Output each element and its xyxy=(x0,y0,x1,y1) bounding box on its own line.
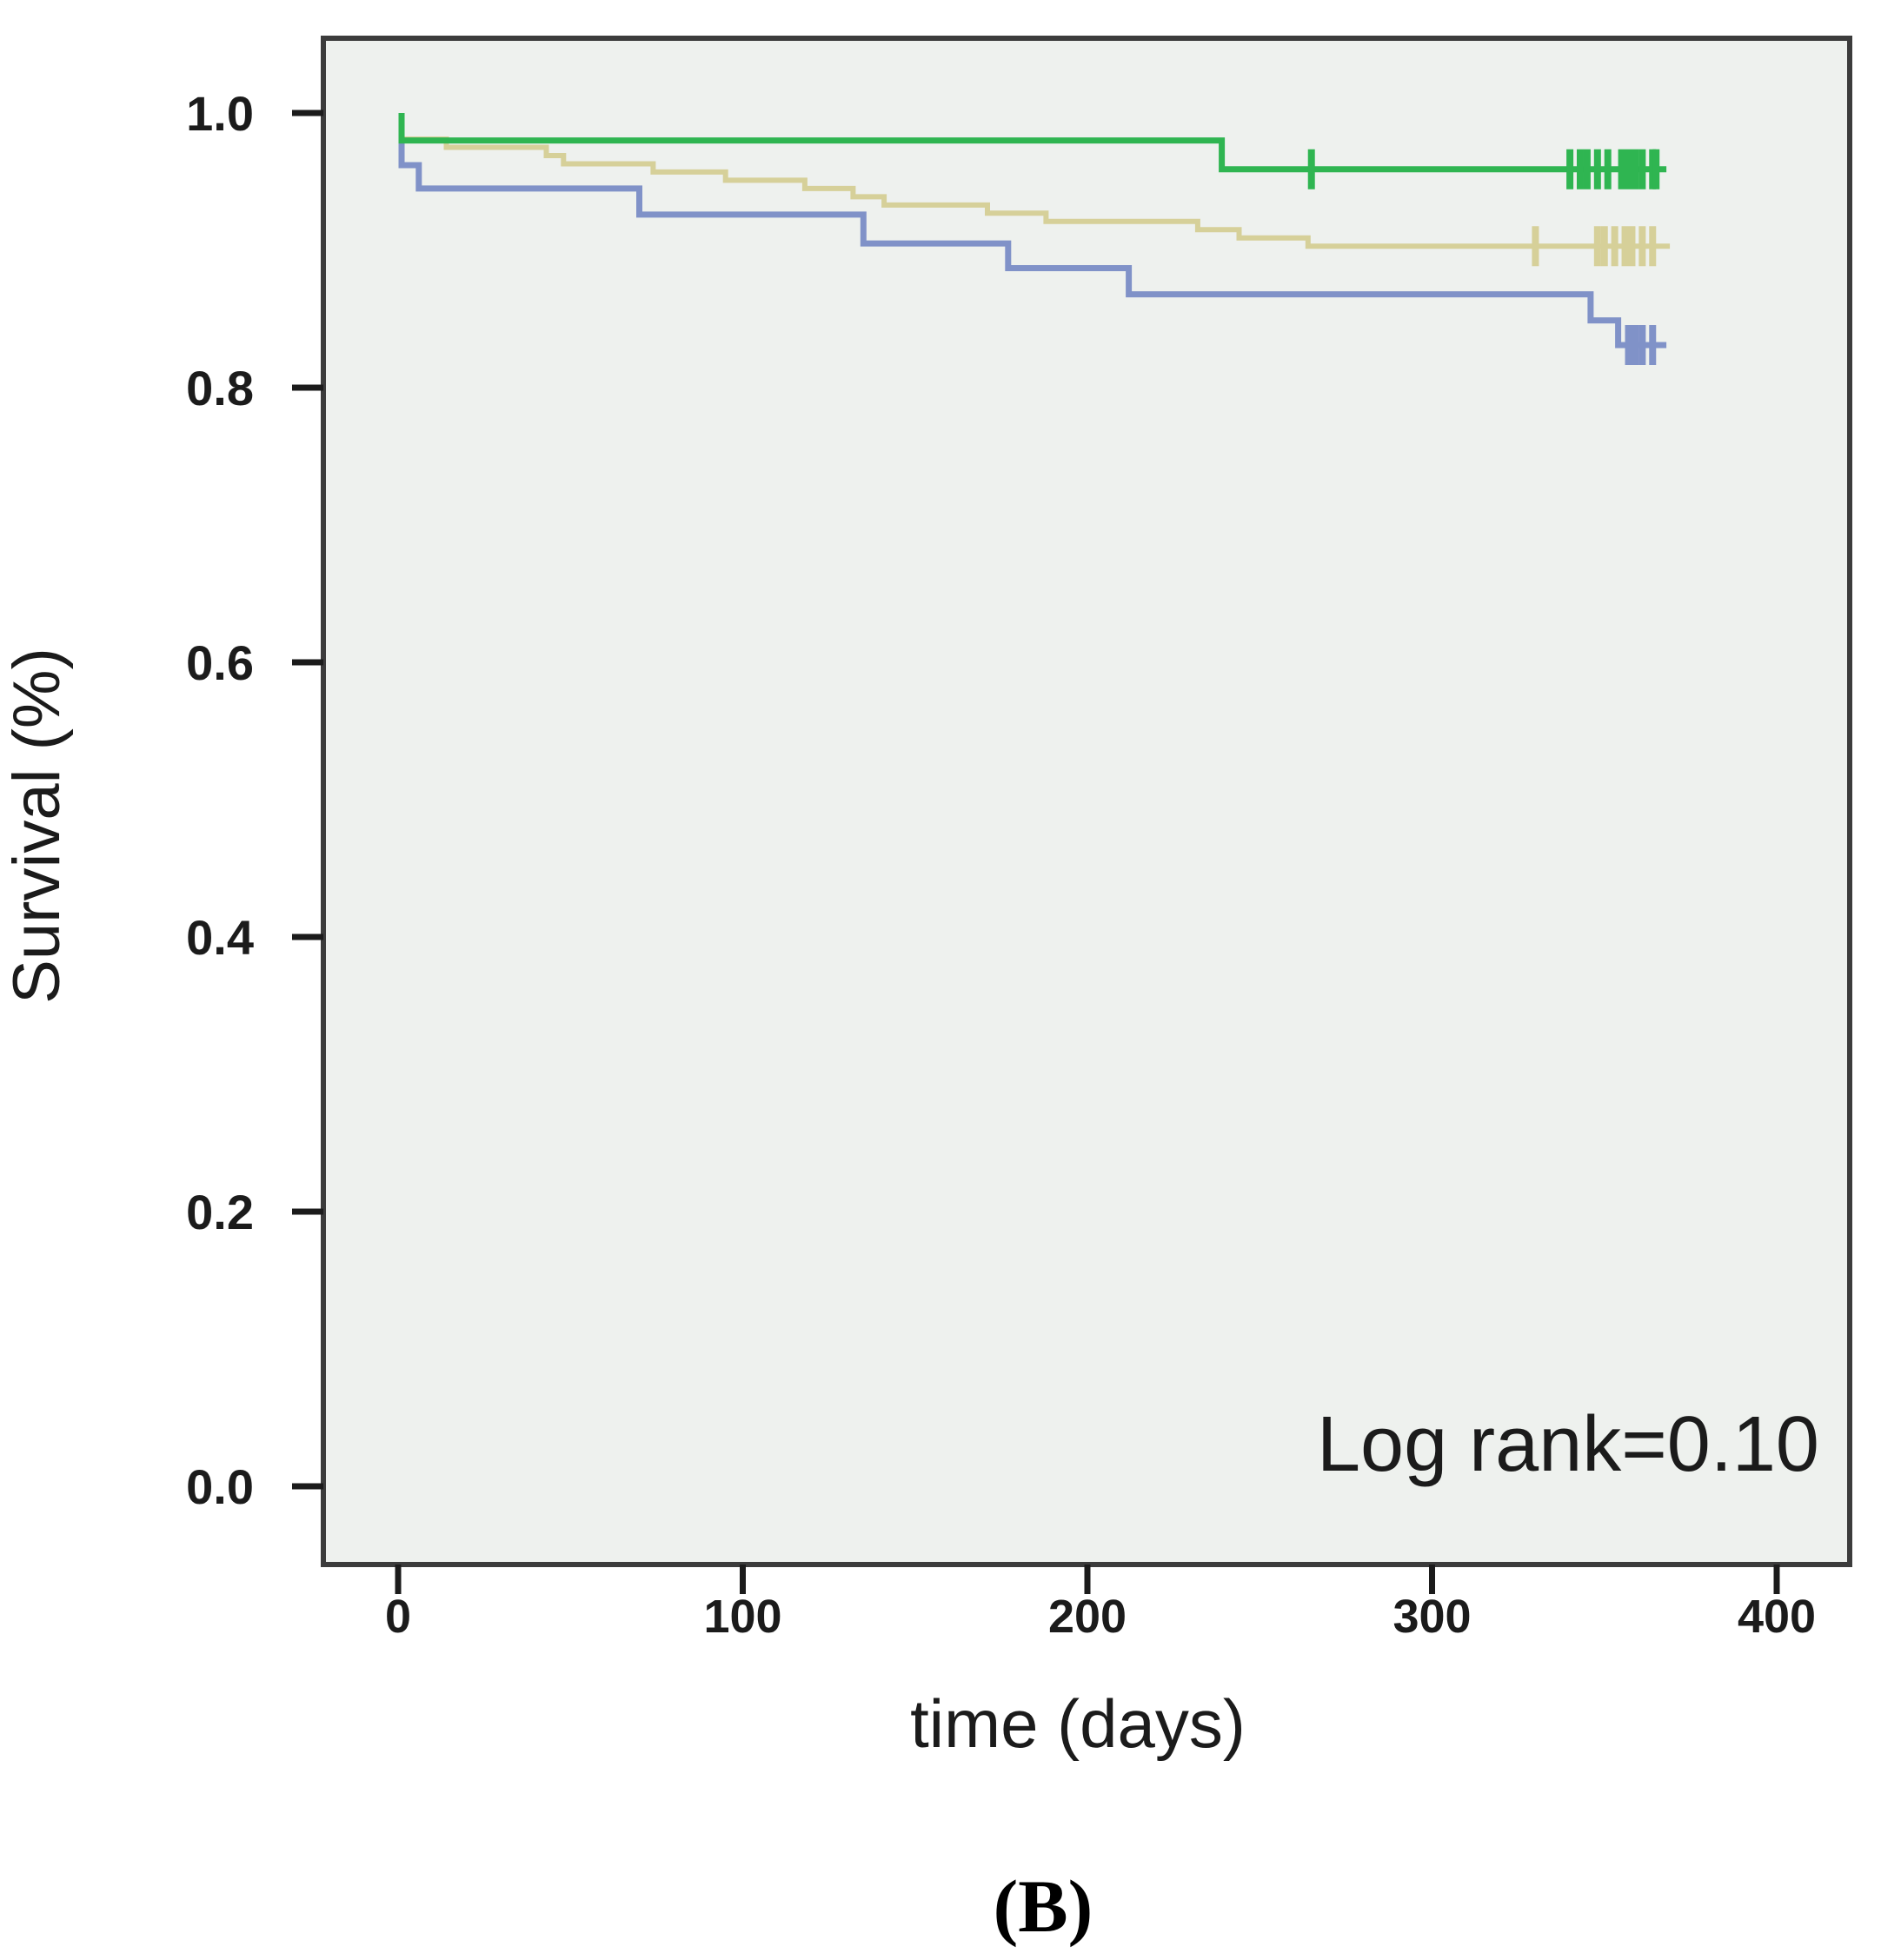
x-tick-label: 0 xyxy=(385,1591,411,1643)
y-axis-title: Survival (%) xyxy=(0,648,74,1004)
y-tick-label: 0.0 xyxy=(186,1459,254,1514)
x-axis-title: time (days) xyxy=(910,1685,1246,1762)
survival-curve-green-group xyxy=(398,113,1667,173)
survival-curve-blue-group xyxy=(398,113,1667,349)
y-tick-label: 0.4 xyxy=(186,910,254,965)
panel-caption: (B) xyxy=(994,1864,1093,1948)
survival-curves-layer xyxy=(398,113,1671,366)
y-tick-label: 1.0 xyxy=(186,86,254,141)
y-tick-label: 0.6 xyxy=(186,635,254,690)
plot-area xyxy=(323,38,1850,1565)
x-tick-label: 100 xyxy=(703,1591,781,1643)
axis-ticks-layer: 0 100 200 300 400 0.0 0.2 0.4 0.6 0.8 1.0 xyxy=(186,86,1816,1643)
x-tick-label: 400 xyxy=(1738,1591,1816,1643)
x-tick-label: 200 xyxy=(1048,1591,1127,1643)
log-rank-annotation: Log rank=0.10 xyxy=(1317,1401,1819,1488)
x-tick-label: 300 xyxy=(1392,1591,1471,1643)
y-tick-label: 0.2 xyxy=(186,1185,254,1239)
survival-curve-tan-group xyxy=(399,113,1671,249)
y-tick-label: 0.8 xyxy=(186,361,254,415)
